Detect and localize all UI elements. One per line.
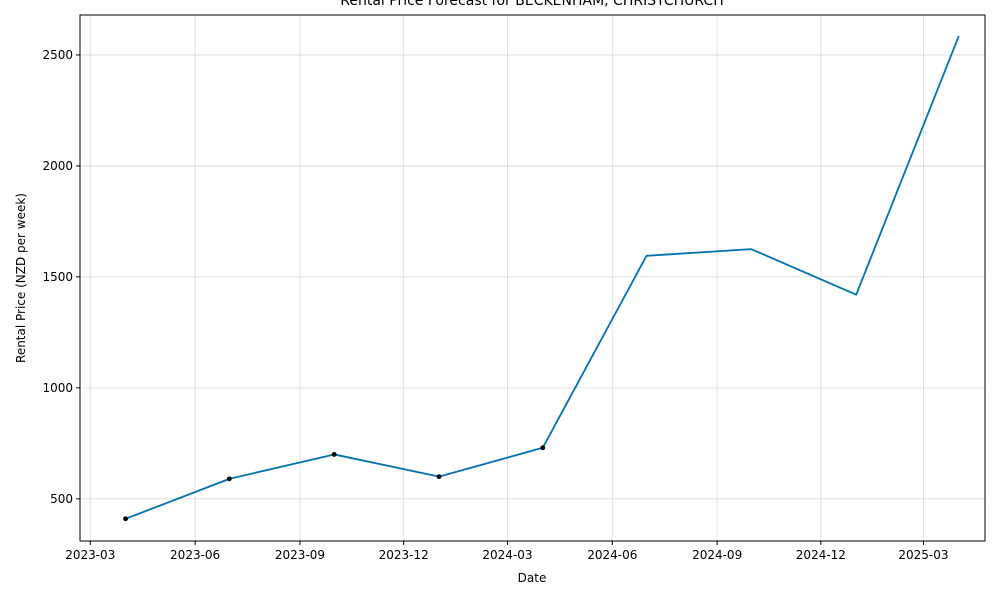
x-tick-label: 2023-03 xyxy=(65,548,115,562)
observed-point xyxy=(123,516,128,522)
observed-points-layer xyxy=(123,445,546,522)
observed-point xyxy=(226,476,232,482)
x-tick-label: 2024-06 xyxy=(587,548,637,562)
x-tick-label: 2023-06 xyxy=(170,548,220,562)
x-tick-label: 2024-03 xyxy=(482,548,532,562)
x-tick-label: 2023-09 xyxy=(275,548,325,562)
y-tick-label: 2000 xyxy=(42,159,73,173)
plot-frame xyxy=(79,14,986,542)
x-axis-label: Date xyxy=(518,571,547,585)
y-tick-label: 500 xyxy=(50,492,73,506)
observed-point xyxy=(540,445,546,451)
y-tick-label: 1000 xyxy=(42,381,73,395)
y-axis-ticks: 500 1000 1500 2000 2500 xyxy=(42,48,80,506)
observed-point xyxy=(331,452,337,457)
y-tick-label: 2500 xyxy=(42,48,73,62)
chart-title: Rental Price Forecast for BECKENHAM, CHR… xyxy=(340,0,723,9)
x-tick-label: 2024-09 xyxy=(692,548,742,562)
plot-area xyxy=(80,15,985,541)
x-tick-label: 2024-12 xyxy=(796,548,846,562)
x-tick-label: 2025-03 xyxy=(898,548,948,562)
observed-point xyxy=(436,474,442,480)
x-tick-label: 2023-12 xyxy=(379,548,429,562)
x-axis-ticks: 2023-03 2023-06 2023-09 2023-12 2024-03 2024-… xyxy=(65,541,949,562)
grid-lines xyxy=(80,15,985,541)
y-axis-label: Rental Price (NZD per week) xyxy=(14,193,28,363)
y-tick-label: 1500 xyxy=(42,270,73,284)
